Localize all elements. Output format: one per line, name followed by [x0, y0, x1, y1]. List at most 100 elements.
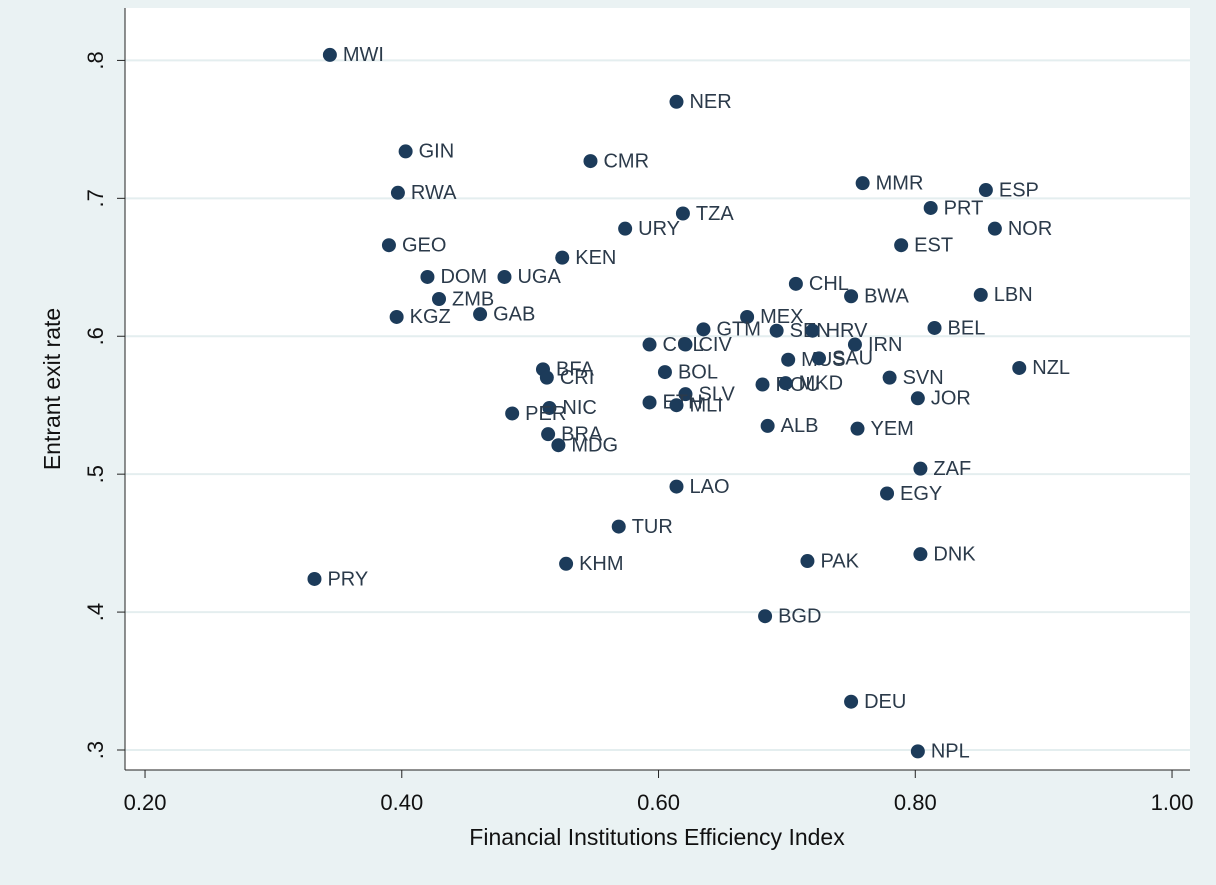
point-label: URY [638, 218, 680, 240]
point-label: NZL [1032, 357, 1070, 379]
point-label: MEX [760, 306, 803, 328]
point [800, 554, 815, 569]
point-label: LBN [994, 284, 1033, 306]
point [307, 571, 322, 586]
y-tick-label: .5 [83, 465, 108, 483]
point-label: YEM [871, 418, 914, 440]
point [381, 238, 396, 253]
point-label: KHM [579, 553, 623, 575]
point-label: BEL [948, 317, 986, 339]
point [539, 370, 554, 385]
point-label: CRI [560, 367, 594, 389]
point [987, 221, 1002, 236]
point [497, 269, 512, 284]
point [882, 370, 897, 385]
x-tick-label: 1.00 [1151, 790, 1194, 815]
point [559, 556, 574, 571]
point [669, 94, 684, 109]
point [1012, 360, 1027, 375]
point [432, 292, 447, 307]
point [755, 377, 770, 392]
point-label: CHL [809, 273, 849, 295]
point [542, 400, 557, 415]
point [923, 200, 938, 215]
point [669, 479, 684, 494]
point [678, 387, 693, 402]
x-axis-label: Financial Institutions Efficiency Index [469, 824, 845, 850]
point-label: IRN [868, 334, 902, 356]
point [855, 176, 870, 191]
point-label: MLI [689, 394, 722, 416]
point-label: MKD [799, 372, 843, 394]
point-label: NER [689, 91, 731, 113]
point [913, 547, 928, 562]
point-label: GAB [493, 303, 535, 325]
point [844, 694, 859, 709]
point [611, 519, 626, 534]
point-label: PRT [944, 197, 984, 219]
point [778, 376, 793, 391]
point-label: PER [525, 403, 566, 425]
point [618, 221, 633, 236]
y-tick-label: .3 [83, 741, 108, 759]
point [669, 398, 684, 413]
point-label: KEN [575, 247, 616, 269]
point-label: BOL [678, 361, 718, 383]
point [758, 609, 773, 624]
point-label: UGA [517, 266, 561, 288]
point-label: MMR [876, 172, 924, 194]
y-tick-label: .6 [83, 327, 108, 345]
y-tick-label: .8 [83, 51, 108, 69]
point-label: ZAF [933, 458, 971, 480]
point-label: LAO [689, 476, 729, 498]
point-label: PAK [820, 550, 859, 572]
point-label: SVN [903, 367, 944, 389]
point [420, 269, 435, 284]
point [541, 427, 556, 442]
point [696, 322, 711, 337]
point-label: SLV [698, 383, 735, 405]
point-label: BRA [561, 423, 603, 445]
point [657, 365, 672, 380]
x-tick-label: 0.40 [380, 790, 423, 815]
point-label: BGD [778, 606, 821, 628]
point [555, 250, 570, 265]
point [894, 238, 909, 253]
point-label: JOR [931, 388, 971, 410]
point-label: CIV [698, 334, 732, 356]
point-label: MDG [571, 434, 618, 456]
point-label: GIN [419, 141, 455, 163]
y-tick-label: .7 [83, 189, 108, 207]
point [805, 323, 820, 338]
point [978, 183, 993, 198]
point-label: PRY [327, 568, 368, 590]
point [769, 323, 784, 338]
point-label: ALB [781, 415, 819, 437]
point [389, 309, 404, 324]
point-label: ESP [999, 179, 1039, 201]
point [850, 421, 865, 436]
point-label: ZMB [452, 288, 494, 310]
point-label: BWA [864, 286, 909, 308]
point-label: TZA [696, 203, 734, 225]
point-label: RWA [411, 182, 457, 204]
point [390, 185, 405, 200]
point [760, 418, 775, 433]
point [811, 351, 826, 366]
point [844, 289, 859, 304]
point-label: DEU [864, 691, 906, 713]
point [583, 154, 598, 169]
point-label: HRV [826, 320, 869, 342]
point-label: MWI [343, 44, 384, 66]
point [847, 337, 862, 352]
y-axis-label: Entrant exit rate [39, 308, 65, 470]
point [788, 276, 803, 291]
point [642, 395, 657, 410]
point [927, 320, 942, 335]
point-label: NIC [562, 397, 596, 419]
point-label: NPL [931, 741, 970, 763]
x-tick-label: 0.20 [124, 790, 167, 815]
point [678, 337, 693, 352]
point [473, 307, 488, 322]
